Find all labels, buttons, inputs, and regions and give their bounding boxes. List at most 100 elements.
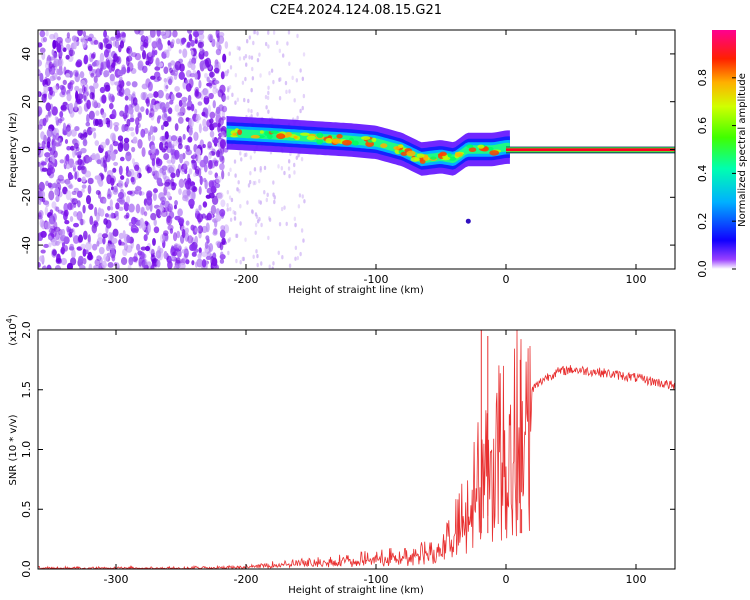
faint-speckle [226,69,230,74]
noise-speckle [202,88,209,96]
faint-speckle [288,263,292,268]
noise-speckle [219,163,225,171]
noise-speckle [161,135,167,141]
faint-speckle [244,237,247,242]
noise-speckle [140,128,146,138]
noise-speckle [87,251,93,261]
noise-speckle [157,170,163,178]
noise-speckle [101,111,107,119]
noise-speckle [48,164,53,175]
faint-speckle [272,30,276,35]
noise-speckle [177,137,182,143]
noise-speckle [151,135,156,142]
noise-speckle [44,152,51,158]
noise-speckle [156,30,161,37]
ridge-blob [365,141,375,147]
noise-speckle [54,116,58,121]
noise-speckle [95,110,100,116]
faint-speckle [267,109,270,114]
noise-speckle [181,96,188,103]
noise-speckle [69,243,74,251]
noise-speckle [85,121,91,127]
noise-speckle [120,175,125,180]
faint-speckle [285,89,288,95]
faint-speckle [302,238,305,243]
noise-speckle [210,204,217,215]
noise-speckle [63,202,69,212]
noise-speckle [98,41,103,50]
noise-speckle [222,94,227,102]
noise-speckle [39,255,45,262]
x-tick-label: 0 [503,273,510,286]
noise-speckle [75,90,79,101]
noise-speckle [79,71,85,79]
noise-speckle [179,262,186,269]
noise-speckle [113,122,120,127]
y-tick-label: 0.0 [20,560,33,578]
noise-speckle [87,37,93,42]
noise-speckle [87,184,92,195]
noise-speckle [178,217,185,226]
ridge-blob [416,153,425,158]
noise-speckle [184,169,188,175]
noise-speckle [214,172,219,179]
noise-speckle [44,157,50,163]
noise-speckle [108,231,112,242]
noise-speckle [74,142,79,149]
noise-speckle [220,71,225,80]
noise-speckle [78,234,84,243]
noise-speckle [123,201,130,212]
y-tick-label: 1.0 [20,441,33,459]
faint-speckle [226,203,229,208]
noise-speckle [87,177,94,185]
noise-speckle [140,91,146,101]
noise-speckle [113,185,118,193]
noise-speckle [190,103,195,112]
noise-speckle [92,81,99,89]
noise-speckle [163,82,168,92]
noise-speckle [126,118,131,127]
noise-speckle [165,49,170,58]
noise-speckle [66,32,71,39]
noise-speckle [140,246,147,251]
noise-speckle [124,95,129,101]
faint-speckle [268,217,272,222]
noise-speckle [204,50,209,57]
faint-speckle [254,180,257,186]
noise-speckle [197,101,203,106]
noise-speckle [145,60,150,66]
noise-speckle [77,132,84,139]
noise-speckle [68,184,74,189]
noise-speckle [143,127,149,134]
faint-speckle [238,46,241,51]
spectrogram-y-label: Frequency (Hz) [8,112,19,188]
noise-speckle [215,106,221,115]
noise-speckle [59,111,64,118]
noise-speckle [65,127,72,137]
noise-speckle [128,203,135,213]
noise-speckle [186,41,191,48]
noise-speckle [192,225,198,235]
noise-speckle [45,201,50,208]
noise-speckle [57,174,64,182]
faint-speckle [235,233,239,239]
noise-speckle [178,178,185,188]
noise-speckle [206,76,210,83]
noise-speckle [188,33,193,42]
noise-speckle [73,40,77,50]
noise-speckle [183,163,188,170]
noise-speckle [150,144,156,155]
noise-speckle [185,259,190,265]
noise-speckle [177,143,183,150]
noise-speckle [66,43,71,50]
noise-speckle [166,215,171,224]
noise-speckle [49,86,54,96]
faint-speckle [296,255,300,261]
noise-speckle [170,135,178,142]
noise-speckle [152,192,157,201]
faint-speckle [228,51,231,56]
noise-speckle [204,57,212,68]
noise-speckle [221,169,225,180]
noise-speckle [46,141,51,149]
noise-speckle [123,110,128,116]
